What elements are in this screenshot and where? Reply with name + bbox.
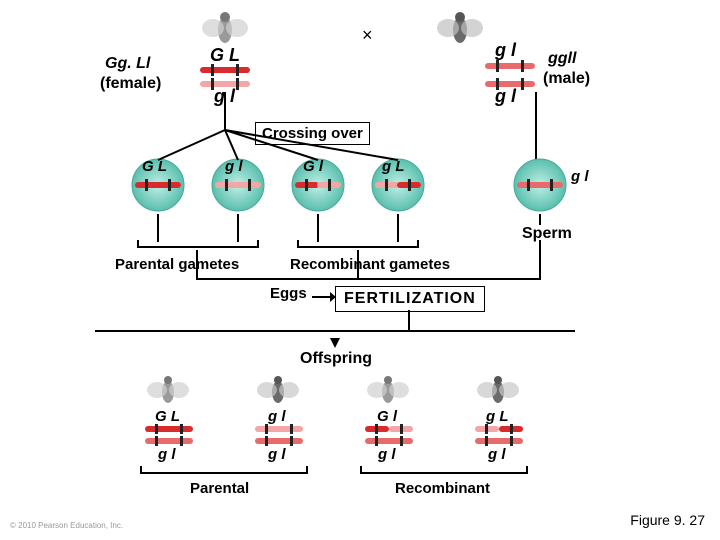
off3-bot: g l [378, 446, 396, 463]
off4-chrom-top [475, 424, 523, 434]
off2-top: g l [268, 408, 286, 425]
offspring-fly-2 [255, 372, 301, 408]
off1-chrom-bot [145, 436, 193, 446]
vline-egg4 [397, 214, 399, 242]
off2-bot: g l [268, 446, 286, 463]
eggs-label: Eggs [270, 285, 307, 302]
offspring-recombinant-label: Recombinant [395, 480, 490, 497]
vline-egg2 [237, 214, 239, 242]
post-fert-line [95, 330, 575, 332]
eggs-join-l [196, 250, 198, 278]
fert-down [408, 310, 410, 330]
off1-bot: g l [158, 446, 176, 463]
vline-egg3 [317, 214, 319, 242]
parental-gametes-label: Parental gametes [115, 256, 239, 273]
off1-chrom-top [145, 424, 193, 434]
bracket-offspring-parental [140, 466, 308, 474]
offspring-fly-3 [365, 372, 411, 408]
sperm-label: Sperm [520, 225, 574, 243]
eggs-join-line [196, 278, 540, 280]
arrow-offspring [330, 338, 340, 348]
off4-chrom-bot [475, 436, 523, 446]
bracket-recombinant-gametes [297, 240, 419, 248]
vline-egg1 [157, 214, 159, 242]
offspring-label: Offspring [300, 350, 372, 368]
off1-top: G L [155, 408, 180, 425]
off4-bot: g l [488, 446, 506, 463]
figure-label: Figure 9. 27 [630, 512, 705, 528]
off2-chrom-top [255, 424, 303, 434]
bracket-parental-gametes [137, 240, 259, 248]
recombinant-gametes-label: Recombinant gametes [290, 256, 450, 273]
offspring-parental-label: Parental [190, 480, 249, 497]
off3-top: G l [377, 408, 397, 425]
off4-top: g L [486, 408, 509, 425]
off2-chrom-bot [255, 436, 303, 446]
arrow-eggs [312, 290, 336, 304]
offspring-fly-4 [475, 372, 521, 408]
bracket-offspring-recombinant [360, 466, 528, 474]
fertilization-label: FERTILIZATION [335, 286, 485, 312]
copyright: © 2010 Pearson Education, Inc. [10, 521, 123, 530]
eggs-join-sperm [539, 240, 541, 280]
off3-chrom-top [365, 424, 413, 434]
offspring-fly-1 [145, 372, 191, 408]
eggs-join-r [357, 250, 359, 278]
off3-chrom-bot [365, 436, 413, 446]
